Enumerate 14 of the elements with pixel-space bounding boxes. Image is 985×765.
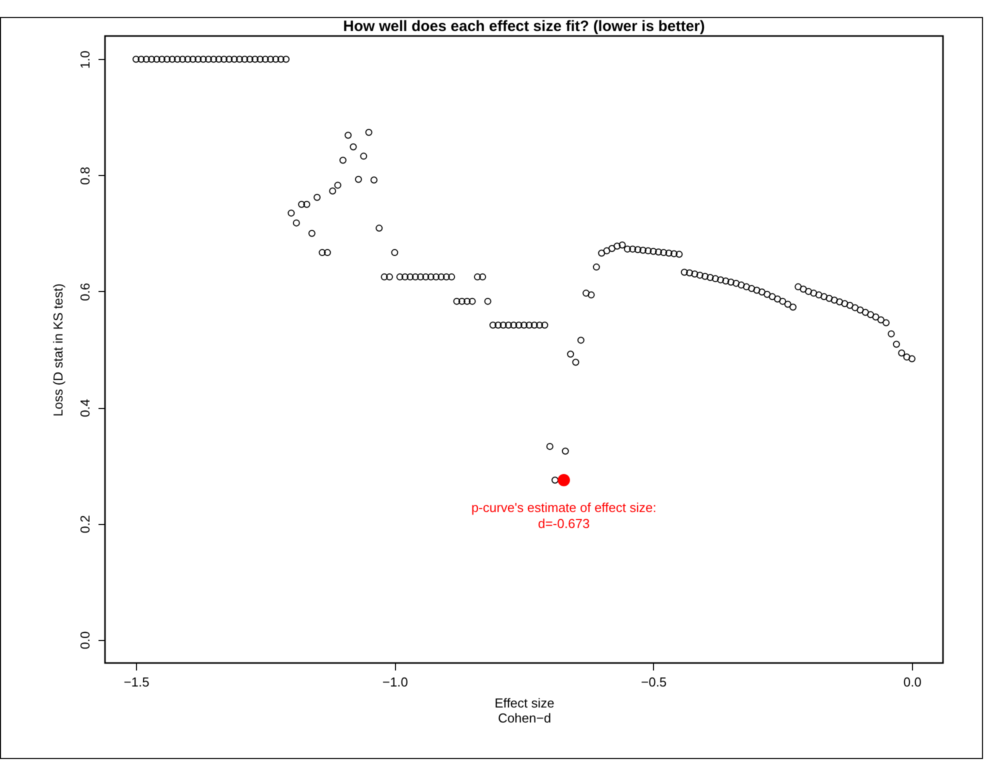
y-tick-label: 0.6 <box>78 282 92 301</box>
y-tick-label: 0.8 <box>78 166 92 185</box>
y-tick-label: 1.0 <box>78 50 92 69</box>
y-axis-title: Loss (D stat in KS test) <box>50 284 66 416</box>
chart-title: How well does each effect size fit? (lower is better) <box>343 18 705 35</box>
y-tick-label: 0.4 <box>78 399 92 418</box>
y-tick-label: 0.0 <box>78 631 92 650</box>
x-tick-label: −0.5 <box>640 674 667 690</box>
x-tick-label: −1.0 <box>382 674 408 690</box>
y-tick-label: 0.2 <box>78 515 92 534</box>
x-tick-label: 0.0 <box>903 674 922 690</box>
annotation: p-curve's estimate of effect size: d=-0.673 <box>471 500 656 532</box>
x-tick-label: −1.5 <box>124 674 150 690</box>
x-axis-title: Effect size Cohen−d <box>494 696 554 726</box>
